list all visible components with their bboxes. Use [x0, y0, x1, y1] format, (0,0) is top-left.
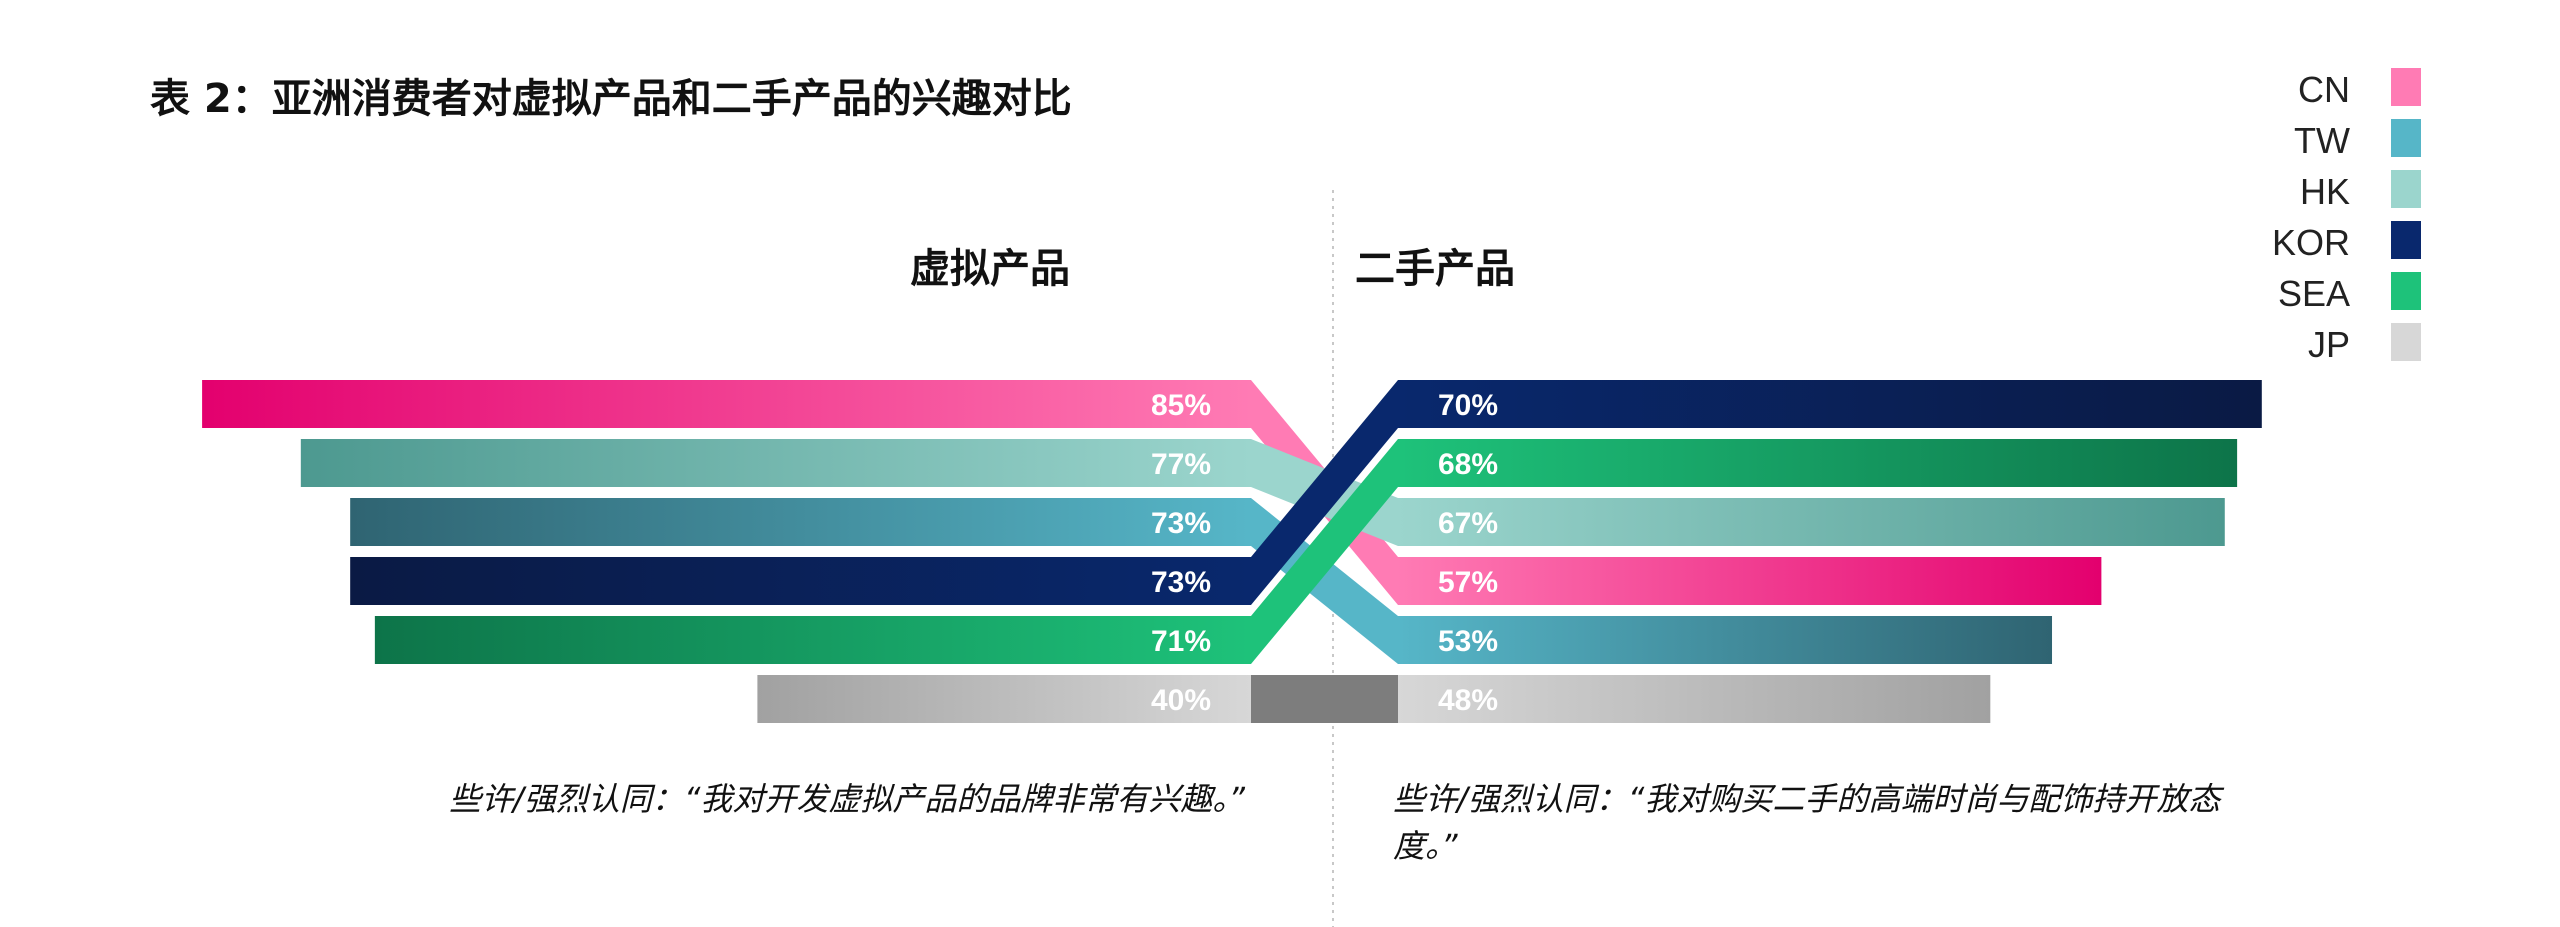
panel-title-secondhand: 二手产品 [1355, 246, 1515, 292]
rank-connectors [1251, 380, 1398, 723]
caption-secondhand-line2: 度。” [1393, 827, 1458, 865]
legend-label-hk: HK [2300, 171, 2350, 212]
legend-swatch-cn [2391, 68, 2421, 106]
connector-jp [1251, 675, 1398, 723]
caption-virtual: 些许/强烈认同：“我对开发虚拟产品的品牌非常有兴趣。” [449, 780, 1245, 818]
label-virtual-kor: 73% [1151, 566, 1211, 599]
bar-secondhand-hk [1398, 498, 2225, 546]
connector-kor [1251, 380, 1398, 605]
panel-title-virtual: 虚拟产品 [910, 246, 1070, 292]
bar-secondhand-tw [1398, 616, 2053, 664]
legend-label-sea: SEA [2278, 273, 2350, 314]
legend: CN TW HK KOR SEA JP [2272, 68, 2421, 365]
bar-secondhand-cn [1398, 557, 2102, 605]
label-virtual-sea: 71% [1151, 625, 1211, 658]
legend-swatch-hk [2391, 170, 2421, 208]
virtual-products-bars: 85% 77% 73% 73% 71% 40% [202, 380, 1252, 723]
label-secondhand-hk: 67% [1438, 507, 1498, 540]
legend-swatch-tw [2391, 119, 2421, 157]
legend-label-tw: TW [2294, 120, 2350, 161]
bar-virtual-sea [374, 616, 1251, 664]
chart-title: 表 2：亚洲消费者对虚拟产品和二手产品的兴趣对比 [150, 76, 1072, 122]
bar-virtual-tw [350, 498, 1251, 546]
label-secondhand-cn: 57% [1438, 566, 1498, 599]
label-secondhand-jp: 48% [1438, 684, 1498, 717]
legend-label-kor: KOR [2272, 222, 2350, 263]
label-secondhand-sea: 68% [1438, 448, 1498, 481]
connector-sea [1251, 439, 1398, 664]
label-virtual-hk: 77% [1151, 448, 1211, 481]
bar-virtual-kor [350, 557, 1251, 605]
legend-label-jp: JP [2308, 324, 2350, 365]
label-virtual-cn: 85% [1151, 389, 1211, 422]
legend-label-cn: CN [2298, 69, 2350, 110]
label-secondhand-kor: 70% [1438, 389, 1498, 422]
legend-swatch-sea [2391, 272, 2421, 310]
legend-swatch-jp [2391, 323, 2421, 361]
bar-secondhand-kor [1398, 380, 2262, 428]
legend-swatch-kor [2391, 221, 2421, 259]
caption-secondhand-line1: 些许/强烈认同：“我对购买二手的高端时尚与配饰持开放态 [1393, 780, 2224, 818]
bar-secondhand-sea [1398, 439, 2238, 487]
bar-secondhand-jp [1398, 675, 1991, 723]
bar-virtual-jp [757, 675, 1251, 723]
label-virtual-jp: 40% [1151, 684, 1211, 717]
bar-virtual-cn [202, 380, 1252, 428]
label-virtual-tw: 73% [1151, 507, 1211, 540]
secondhand-products-bars: 70% 68% 67% 57% 53% 48% [1398, 380, 2262, 723]
label-secondhand-tw: 53% [1438, 625, 1498, 658]
bar-virtual-hk [300, 439, 1251, 487]
